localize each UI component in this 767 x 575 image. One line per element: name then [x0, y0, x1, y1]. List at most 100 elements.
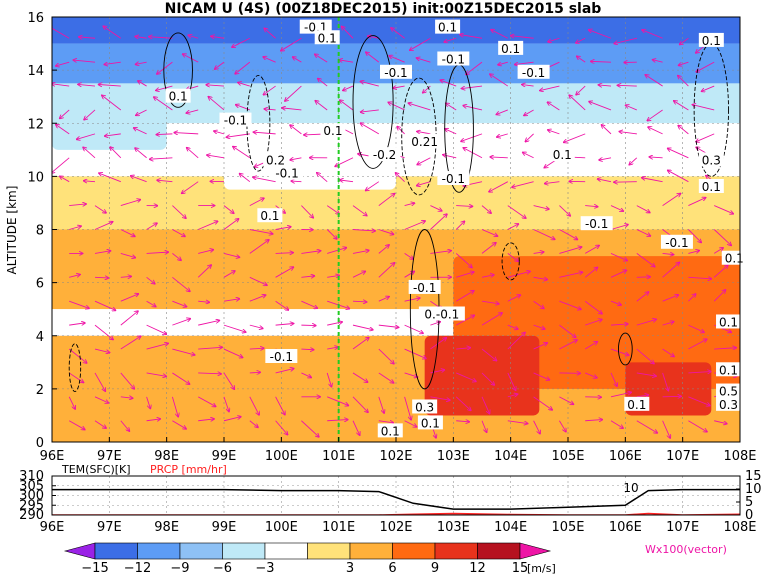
contour-label-bg-32 [417, 415, 443, 430]
wind-vector-188 [352, 396, 368, 412]
wind-vector-345 [584, 300, 602, 314]
wind-vector-388 [618, 85, 637, 86]
wind-vector-378 [636, 319, 656, 326]
x-tick-label-1: 97E [97, 449, 122, 464]
wind-vector-28 [83, 147, 96, 159]
wind-vector-413 [688, 294, 695, 302]
wind-vector-191 [352, 324, 373, 330]
wind-vector-230 [404, 203, 415, 205]
contour-label-8: 0.1 [169, 90, 188, 104]
wind-vector-151 [263, 57, 276, 63]
contour-label-17: 0.3 [702, 153, 721, 167]
wind-vector-237 [391, 28, 405, 39]
wind-vector-319 [524, 109, 534, 115]
y-tick-label-7: 14 [27, 64, 44, 79]
surface-left-label-0: 310 [19, 469, 44, 484]
contour-label-4: 0.1 [501, 42, 520, 56]
wind-vector-414 [688, 277, 711, 278]
wind-vector-326 [559, 340, 577, 350]
wind-vector-143 [275, 253, 293, 254]
wind-vector-52 [146, 396, 151, 409]
wind-vector-77 [172, 205, 185, 219]
wind-vector-47 [102, 95, 122, 111]
wind-vector-284 [461, 133, 483, 141]
contour-label-bg-27 [716, 362, 742, 377]
wind-vector-365 [610, 225, 628, 230]
wind-vector-239 [430, 396, 449, 400]
wind-vector-241 [430, 338, 446, 350]
wind-vector-294 [507, 295, 520, 302]
wind-vector-360 [610, 348, 629, 355]
wind-vector-330 [559, 247, 581, 254]
wind-vector-374 [636, 420, 657, 433]
wind-vector-279 [481, 243, 496, 254]
wind-vector-393 [662, 372, 669, 391]
surface-grid [52, 476, 740, 515]
wind-vector-386 [619, 132, 637, 135]
x-tick-label-4: 100E [265, 449, 298, 464]
wind-vector-263 [455, 221, 464, 230]
wind-vector-3 [68, 348, 86, 363]
wind-vector-200 [340, 100, 354, 111]
wind-vector-417 [688, 198, 705, 207]
wind-vector-364 [610, 252, 627, 260]
wind-vector-61 [131, 176, 147, 183]
contour-label-bg-6 [698, 32, 724, 47]
wind-vector-298 [507, 205, 526, 218]
wind-vector-305 [491, 30, 509, 39]
wind-vector-271 [444, 37, 457, 42]
wind-vector-217 [361, 110, 379, 112]
wind-vector-216 [361, 123, 380, 135]
wind-vector-321 [515, 61, 534, 64]
colorbar-unit: [m/s] [527, 562, 556, 575]
contour-label-bg-29 [716, 396, 742, 411]
contour-label-28: 0.5 [719, 385, 738, 399]
contour-label-bg-33 [377, 423, 403, 438]
wind-vector-233 [397, 127, 405, 135]
wind-vector-297 [507, 224, 519, 230]
wind-vector-159 [301, 276, 314, 277]
wind-vector-11 [52, 157, 70, 173]
wind-vector-424 [680, 37, 689, 44]
wind-vector-44 [99, 173, 121, 183]
wind-vector-173 [327, 347, 338, 349]
colorbar-segment-5 [307, 542, 351, 560]
wind-vector-366 [610, 205, 623, 212]
wind-vector-335 [548, 130, 560, 135]
wind-vector-133 [238, 83, 250, 87]
wind-vector-30 [84, 109, 96, 120]
wind-vector-22 [94, 300, 115, 310]
y-tick-label-8: 16 [27, 11, 44, 26]
wind-vector-115 [208, 97, 225, 111]
wind-vector-406 [653, 60, 663, 62]
wind-vector-316 [512, 181, 534, 188]
contour-label-bg-12 [368, 147, 401, 162]
wind-vector-313 [533, 252, 544, 253]
contour-label-bg-7 [380, 64, 412, 79]
x-tick-label-6: 102E [379, 449, 412, 464]
wind-vector-89 [198, 320, 219, 326]
wind-vector-268 [446, 103, 457, 111]
wind-vector-97 [174, 133, 199, 134]
contour-label-31: 0.3 [415, 400, 434, 414]
wind-vector-20 [94, 348, 109, 353]
contour-label-22: 0.1 [725, 252, 744, 266]
wind-vector-245 [430, 251, 451, 254]
wind-vector-368 [599, 158, 612, 160]
wind-vector-324 [559, 396, 573, 404]
wind-vector-202 [339, 60, 354, 62]
wind-vector-277 [481, 300, 499, 304]
wind-vector-183 [315, 101, 328, 111]
wind-vector-15 [56, 61, 70, 66]
wind-vector-21 [94, 324, 113, 339]
wind-vector-347 [584, 246, 599, 254]
wind-vector-308 [533, 372, 550, 380]
wind-vector-222 [404, 396, 411, 420]
colorbar-tick-8: 12 [469, 561, 486, 575]
wind-vector-234 [388, 102, 405, 111]
contour-label-bg-19 [257, 208, 283, 223]
wind-vector-288 [460, 35, 483, 39]
colorbar-tick-4: −3 [255, 561, 274, 575]
wind-vector-260 [455, 291, 474, 302]
wind-vector-251 [409, 103, 431, 111]
